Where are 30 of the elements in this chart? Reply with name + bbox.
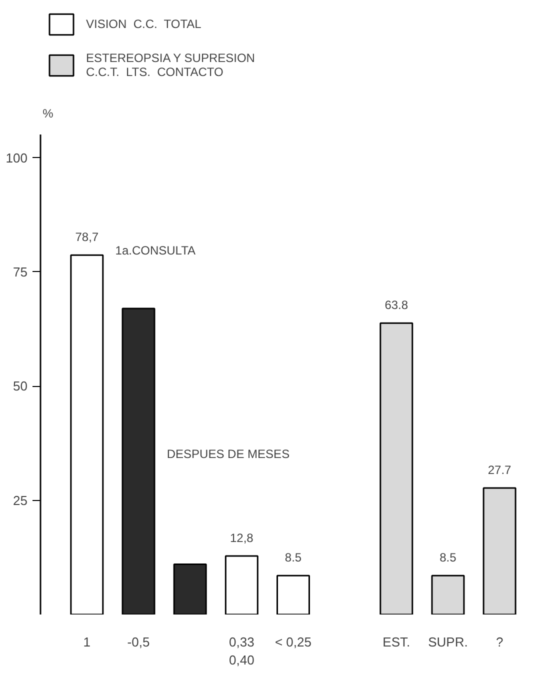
text: % (42, 106, 54, 121)
x-tick-label: < 0,25 (274, 634, 312, 650)
bar (431, 574, 465, 614)
bar (70, 254, 104, 614)
data-label: 12,8 (230, 531, 254, 546)
annotation: DESPUES DE MESES (166, 447, 290, 462)
x-tick-label: EST. (382, 634, 410, 650)
bar (173, 564, 207, 614)
data-label: 27.7 (488, 462, 512, 477)
bar (380, 322, 414, 614)
legend-label: ESTEREOPSIA Y SUPRESION C.C.T. LTS. CONTACTO (86, 51, 255, 79)
bar (122, 308, 156, 614)
annotation: 1a.CONSULTA (115, 243, 196, 258)
y-tick-label: 25 (13, 492, 28, 508)
x-tick-label: SUPR. (428, 634, 468, 650)
data-label: 8.5 (440, 550, 457, 565)
data-label: 8.5 (284, 550, 302, 565)
y-tick-label: 75 (13, 264, 28, 280)
bar (276, 574, 310, 614)
x-tick-label: ? (496, 634, 504, 650)
y-tick-label: 50 (13, 378, 28, 394)
data-label: 78,7 (75, 230, 99, 244)
x-tick-label: 1 (83, 634, 91, 650)
x-tick-label: 0,33 0,40 (229, 634, 254, 668)
legend-label: VISION C.C. TOTAL (86, 17, 202, 31)
x-tick-label: -0,5 (127, 634, 150, 650)
bar (482, 487, 516, 614)
y-tick-label: 100 (6, 150, 28, 166)
data-label: 63.8 (384, 298, 408, 312)
bar (224, 555, 258, 614)
